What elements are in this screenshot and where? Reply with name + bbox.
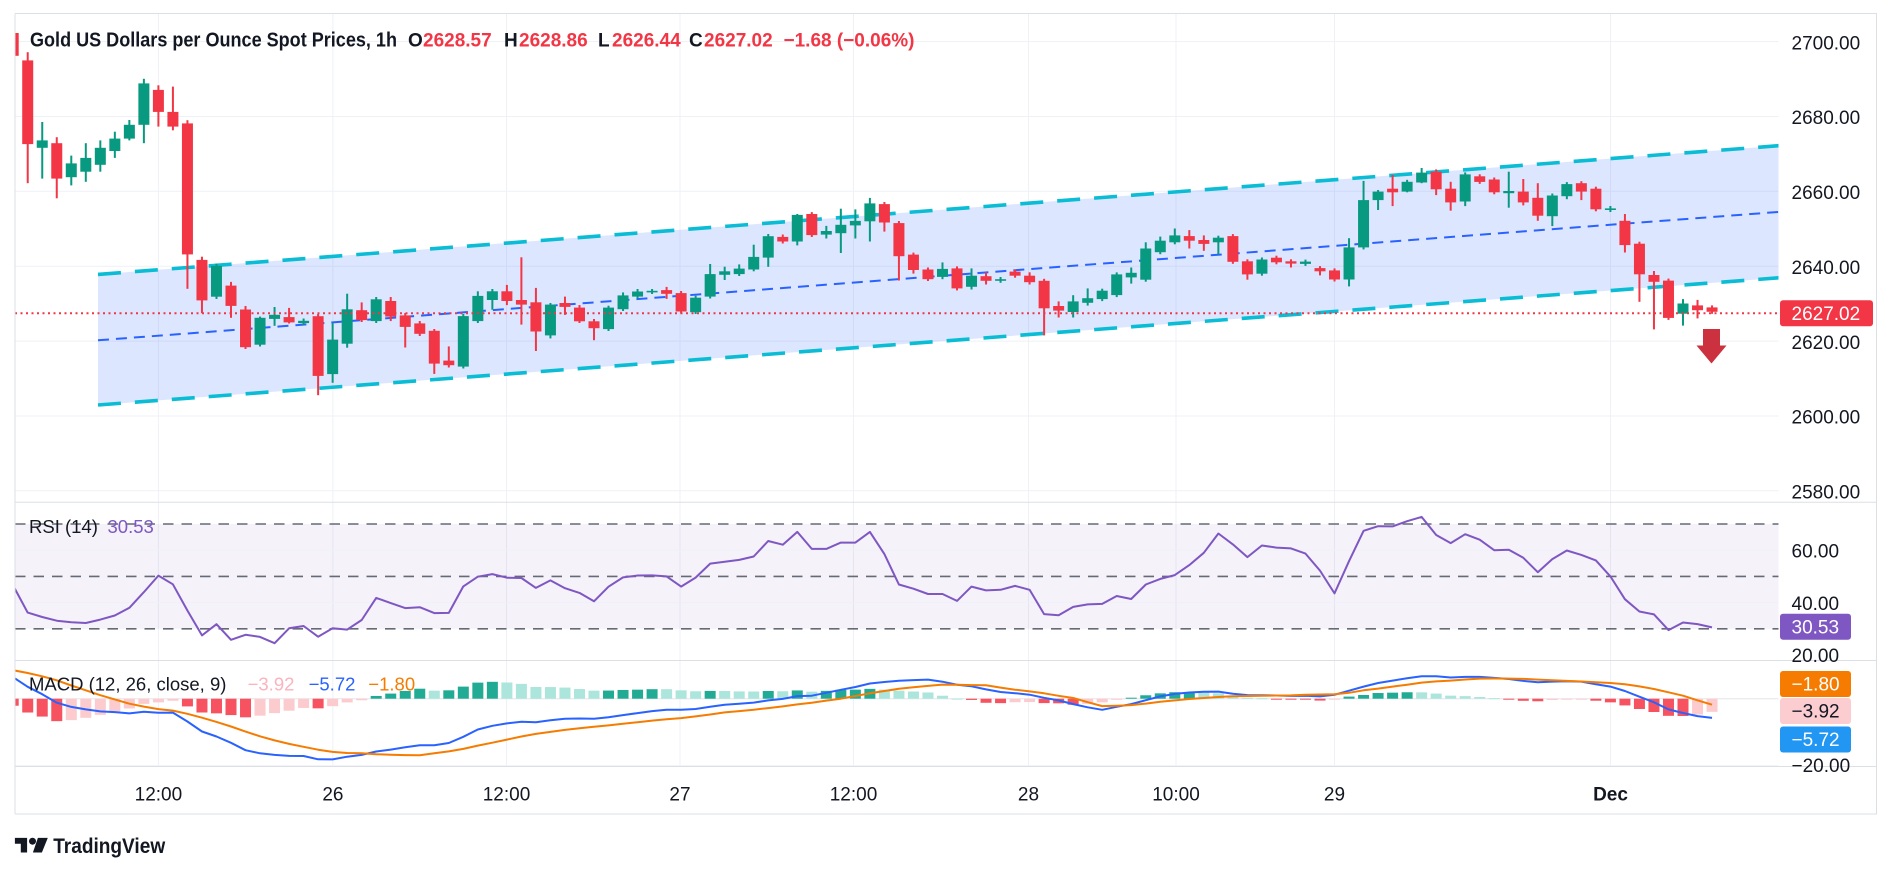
svg-text:30.53: 30.53 bbox=[1792, 618, 1840, 639]
svg-text:L: L bbox=[598, 31, 610, 52]
svg-text:C: C bbox=[689, 31, 703, 52]
svg-text:2620.00: 2620.00 bbox=[1792, 333, 1861, 354]
svg-text:−1.80: −1.80 bbox=[1792, 675, 1840, 696]
svg-text:2580.00: 2580.00 bbox=[1792, 483, 1861, 504]
svg-text:40.00: 40.00 bbox=[1792, 594, 1840, 615]
svg-text:Dec: Dec bbox=[1593, 785, 1628, 806]
svg-text:10:00: 10:00 bbox=[1152, 785, 1200, 806]
svg-text:27: 27 bbox=[669, 785, 690, 806]
svg-text:2660.00: 2660.00 bbox=[1792, 183, 1861, 204]
svg-text:2627.02: 2627.02 bbox=[704, 31, 773, 52]
svg-text:2627.02: 2627.02 bbox=[1792, 304, 1861, 325]
svg-text:2628.57: 2628.57 bbox=[423, 31, 492, 52]
svg-text:−1.68 (−0.06%): −1.68 (−0.06%) bbox=[784, 31, 915, 52]
svg-text:30.53: 30.53 bbox=[108, 516, 154, 537]
svg-text:−20.00: −20.00 bbox=[1792, 756, 1851, 777]
svg-text:12:00: 12:00 bbox=[483, 785, 531, 806]
svg-text:Gold US Dollars per Ounce Spot: Gold US Dollars per Ounce Spot Prices, 1… bbox=[30, 30, 397, 52]
svg-text:60.00: 60.00 bbox=[1792, 542, 1840, 563]
svg-text:12:00: 12:00 bbox=[135, 785, 183, 806]
svg-text:−5.72: −5.72 bbox=[1792, 730, 1840, 751]
svg-text:12:00: 12:00 bbox=[830, 785, 878, 806]
svg-text:2600.00: 2600.00 bbox=[1792, 408, 1861, 429]
svg-text:2680.00: 2680.00 bbox=[1792, 108, 1861, 129]
svg-text:H: H bbox=[504, 31, 518, 52]
svg-text:−3.92: −3.92 bbox=[248, 673, 295, 694]
svg-text:28: 28 bbox=[1018, 785, 1039, 806]
svg-text:2700.00: 2700.00 bbox=[1792, 33, 1861, 54]
svg-text:−1.80: −1.80 bbox=[368, 673, 415, 694]
svg-text:29: 29 bbox=[1324, 785, 1345, 806]
svg-text:RSI (14): RSI (14) bbox=[29, 516, 98, 537]
svg-text:O: O bbox=[408, 31, 423, 52]
svg-text:MACD (12, 26, close, 9): MACD (12, 26, close, 9) bbox=[29, 673, 226, 694]
svg-text:−5.72: −5.72 bbox=[309, 673, 356, 694]
svg-text:26: 26 bbox=[322, 785, 343, 806]
svg-text:−3.92: −3.92 bbox=[1792, 702, 1840, 723]
svg-text:2626.44: 2626.44 bbox=[612, 31, 681, 52]
svg-text:2640.00: 2640.00 bbox=[1792, 258, 1861, 279]
svg-text:TradingView: TradingView bbox=[53, 835, 166, 858]
svg-text:2628.86: 2628.86 bbox=[519, 31, 588, 52]
svg-text:20.00: 20.00 bbox=[1792, 646, 1840, 667]
